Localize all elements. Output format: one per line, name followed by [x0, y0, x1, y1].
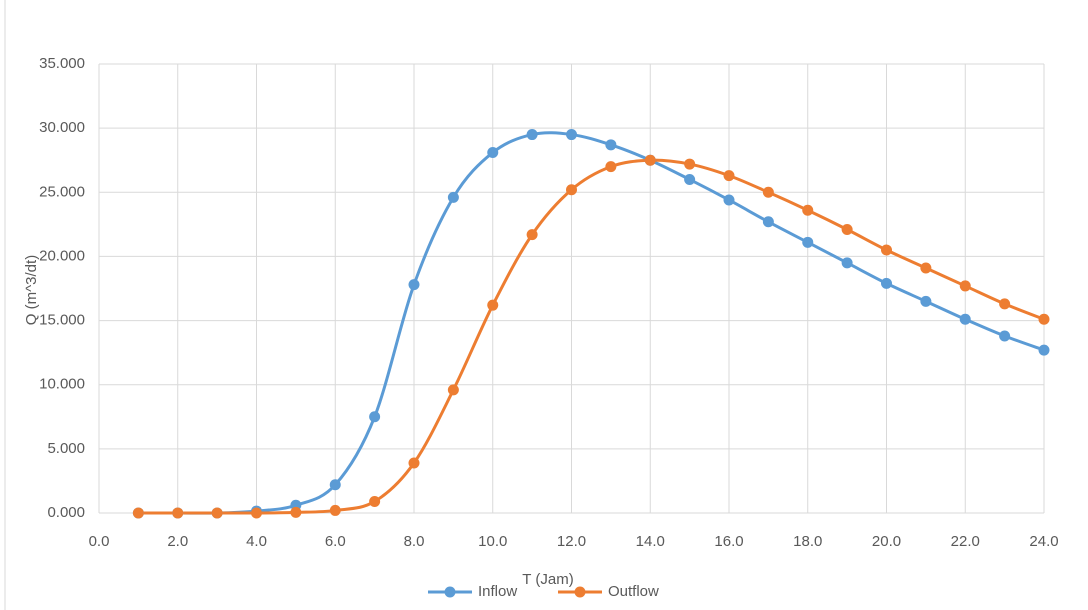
- data-point: [290, 507, 301, 518]
- data-point: [448, 192, 459, 203]
- data-point: [605, 139, 616, 150]
- data-point: [960, 280, 971, 291]
- x-tick-label: 24.0: [1029, 533, 1058, 550]
- data-point: [566, 184, 577, 195]
- data-point: [724, 194, 735, 205]
- data-point: [1039, 345, 1050, 356]
- data-point: [448, 384, 459, 395]
- x-tick-label: 20.0: [872, 533, 901, 550]
- y-tick-label: 25.000: [39, 183, 85, 200]
- data-point: [920, 296, 931, 307]
- data-point: [881, 278, 892, 289]
- y-tick-label: 15.000: [39, 312, 85, 329]
- y-tick-label: 20.000: [39, 247, 85, 264]
- data-point: [369, 411, 380, 422]
- data-point: [645, 155, 656, 166]
- y-tick-label: 30.000: [39, 119, 85, 136]
- data-point: [684, 159, 695, 170]
- legend-marker: [575, 587, 586, 598]
- data-point: [842, 224, 853, 235]
- x-tick-label: 12.0: [557, 533, 586, 550]
- data-point: [527, 229, 538, 240]
- data-point: [251, 508, 262, 519]
- x-tick-label: 14.0: [636, 533, 665, 550]
- x-tick-label: 2.0: [167, 533, 188, 550]
- data-point: [172, 508, 183, 519]
- data-point: [605, 161, 616, 172]
- data-point: [369, 496, 380, 507]
- y-tick-label: 0.000: [47, 504, 85, 521]
- x-axis-label: T (Jam): [522, 571, 573, 588]
- y-tick-label: 10.000: [39, 376, 85, 393]
- data-point: [330, 505, 341, 516]
- data-point: [566, 129, 577, 140]
- data-point: [527, 129, 538, 140]
- data-point: [724, 170, 735, 181]
- x-tick-label: 18.0: [793, 533, 822, 550]
- data-point: [1039, 314, 1050, 325]
- data-point: [330, 479, 341, 490]
- data-point: [684, 174, 695, 185]
- data-point: [802, 237, 813, 248]
- data-point: [960, 314, 971, 325]
- data-point: [487, 147, 498, 158]
- data-point: [487, 300, 498, 311]
- data-point: [999, 330, 1010, 341]
- data-point: [409, 279, 420, 290]
- x-tick-label: 8.0: [404, 533, 425, 550]
- x-tick-label: 6.0: [325, 533, 346, 550]
- data-point: [133, 508, 144, 519]
- x-tick-label: 16.0: [714, 533, 743, 550]
- data-point: [920, 262, 931, 273]
- chart: T (Jam) Q (m^3/dt) 0.000 5.000 10.000 15.00…: [0, 0, 1088, 610]
- data-point: [881, 245, 892, 256]
- x-tick-label: 0.0: [89, 533, 110, 550]
- data-point: [802, 205, 813, 216]
- legend-label: Outflow: [608, 583, 659, 600]
- data-point: [763, 187, 774, 198]
- y-tick-label: 35.000: [39, 55, 85, 72]
- x-tick-label: 4.0: [246, 533, 267, 550]
- x-tick-label: 22.0: [951, 533, 980, 550]
- data-point: [409, 457, 420, 468]
- data-point: [842, 257, 853, 268]
- legend-label: Inflow: [478, 583, 517, 600]
- x-tick-label: 10.0: [478, 533, 507, 550]
- page: T (Jam) Q (m^3/dt) 0.000 5.000 10.000 15.00…: [0, 0, 1088, 610]
- data-point: [212, 508, 223, 519]
- data-point: [763, 216, 774, 227]
- legend-marker: [445, 587, 456, 598]
- data-point: [999, 298, 1010, 309]
- y-axis-label: Q (m^3/dt): [23, 255, 40, 325]
- y-tick-label: 5.000: [47, 440, 85, 457]
